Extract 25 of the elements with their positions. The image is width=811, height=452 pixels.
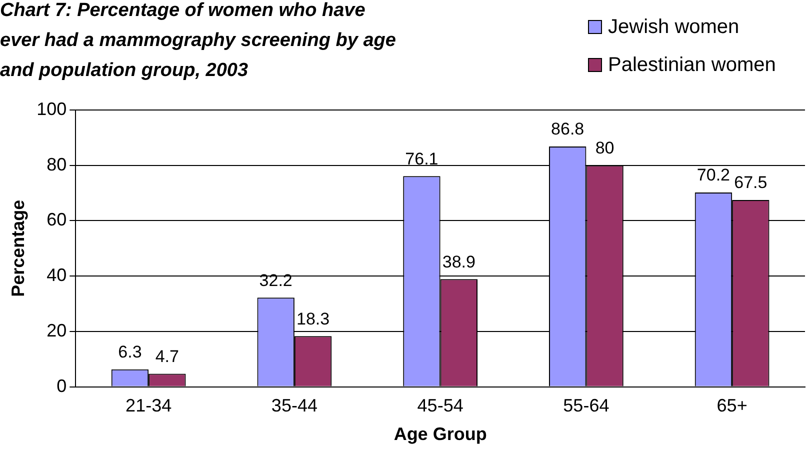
data-label: 80	[595, 138, 614, 158]
chart-title: Chart 7: Percentage of women who have ever had a mammography screening by age and population group, 2003	[0, 0, 397, 83]
y-tick-label: 40	[46, 265, 67, 286]
y-axis-title: Percentage	[8, 200, 28, 297]
legend-label: Jewish women	[608, 16, 740, 38]
y-tick-label: 0	[56, 376, 67, 396]
data-label: 67.5	[734, 173, 768, 192]
x-tick-label: 45-54	[417, 396, 464, 416]
data-label: 6.3	[118, 342, 142, 362]
x-tick-label: 35-44	[271, 396, 318, 416]
data-label: 76.1	[405, 149, 438, 168]
data-label: 86.8	[551, 120, 584, 139]
data-label: 4.7	[155, 346, 179, 366]
x-tick-label: 55-64	[563, 396, 610, 416]
x-tick-label: 21-34	[126, 396, 172, 416]
y-tick-label: 100	[36, 98, 67, 119]
x-tick-label: 65+	[716, 396, 748, 416]
x-axis-title: Age Group	[394, 424, 487, 444]
y-tick-label: 80	[46, 154, 67, 174]
y-tick-label: 20	[46, 320, 67, 340]
legend-label: Palestinian women	[608, 54, 776, 76]
data-label: 38.9	[442, 252, 476, 272]
data-label: 70.2	[696, 166, 730, 185]
data-label: 18.3	[296, 309, 330, 328]
y-tick-label: 60	[46, 210, 67, 230]
